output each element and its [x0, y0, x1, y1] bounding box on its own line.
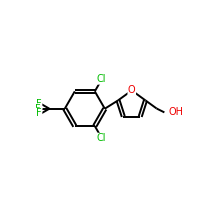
- Text: Cl: Cl: [97, 133, 106, 143]
- Text: F: F: [36, 108, 42, 118]
- Text: O: O: [128, 85, 136, 95]
- Text: F: F: [35, 104, 41, 114]
- Text: F: F: [36, 99, 42, 109]
- Text: OH: OH: [169, 107, 184, 117]
- Text: Cl: Cl: [97, 74, 106, 84]
